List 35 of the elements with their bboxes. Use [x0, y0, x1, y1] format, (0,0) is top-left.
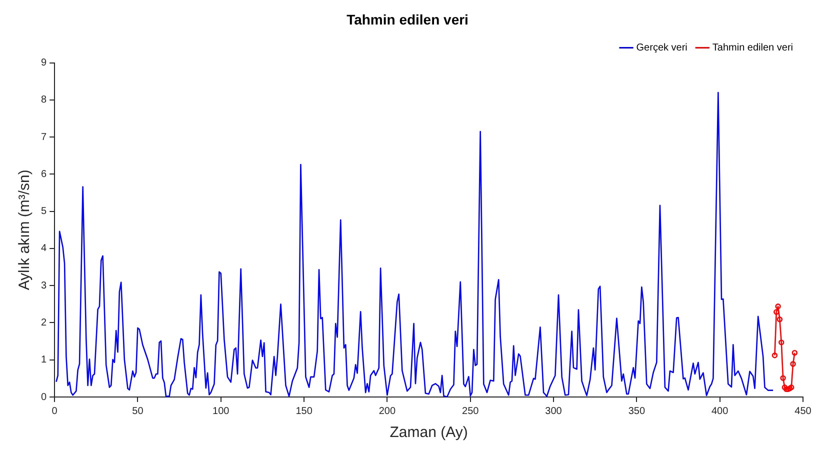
y-tick-label: 0 [41, 392, 47, 403]
y-tick-label: 2 [41, 317, 47, 328]
y-tick-label: 4 [41, 243, 47, 254]
x-tick-label: 150 [296, 406, 313, 417]
y-tick-label: 3 [41, 280, 47, 292]
legend-label: Tahmin edilen veri [712, 42, 794, 54]
x-tick-label: 0 [52, 406, 58, 417]
x-tick-label: 400 [711, 406, 729, 417]
y-tick-label: 9 [41, 58, 47, 69]
y-tick-label: 7 [41, 132, 47, 143]
point [776, 316, 783, 322]
point [775, 304, 781, 310]
point [790, 361, 796, 367]
x-tick-label: 450 [794, 406, 812, 417]
x-tick-label: 250 [462, 406, 480, 417]
y-tick-label: 6 [41, 168, 47, 180]
point [778, 340, 784, 346]
point [774, 309, 780, 315]
x-tick-label: 350 [628, 406, 646, 417]
x-tick-label: 300 [545, 406, 562, 417]
point [780, 375, 786, 381]
point [792, 350, 798, 356]
y-tick-label: 5 [41, 206, 47, 218]
point [788, 384, 794, 390]
y-axis-title: Aylık akım (m³/sn) [16, 170, 34, 290]
x-axis-title: Zaman (Ay) [390, 424, 468, 442]
point [772, 352, 778, 358]
x-tick-label: 200 [378, 406, 396, 417]
legend-label: Gerçek veri [636, 42, 688, 54]
point [782, 384, 788, 390]
y-tick-label: 8 [41, 94, 47, 106]
y-tick-label: 1 [41, 354, 47, 366]
x-tick-label: 100 [212, 406, 230, 417]
x-tick-label: 50 [132, 406, 144, 417]
chart-title: Tahmin edilen veri [346, 11, 468, 28]
